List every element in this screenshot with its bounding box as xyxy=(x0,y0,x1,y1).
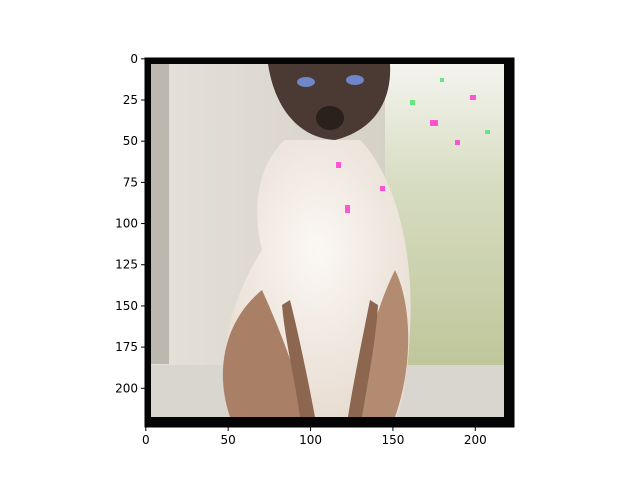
image xyxy=(145,58,514,427)
y-tick-label: 175 xyxy=(115,340,138,354)
x-tick-label: 50 xyxy=(221,433,236,447)
y-tick-label: 75 xyxy=(123,175,138,189)
y-tick-label: 200 xyxy=(115,381,138,395)
ticks: 0 50 100 150 200 0 25 50 75 100 125 150 175 200 xyxy=(115,52,487,447)
x-tick-label: 100 xyxy=(299,433,322,447)
y-tick-label: 125 xyxy=(115,258,138,272)
y-tick-label: 150 xyxy=(115,299,138,313)
y-tick-label: 100 xyxy=(115,217,138,231)
y-tick-label: 0 xyxy=(130,52,138,66)
y-tick-label: 50 xyxy=(123,134,138,148)
y-tick-label: 25 xyxy=(123,93,138,107)
x-tick-label: 0 xyxy=(142,433,150,447)
x-tick-label: 150 xyxy=(381,433,404,447)
axes-frame xyxy=(144,57,515,428)
x-tick-label: 200 xyxy=(464,433,487,447)
